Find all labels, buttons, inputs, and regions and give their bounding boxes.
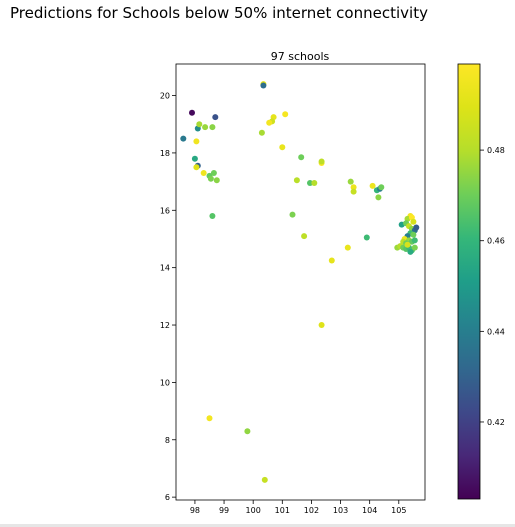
colorbar-tick-label: 0.46: [487, 237, 505, 246]
data-point: [210, 170, 217, 176]
data-point: [189, 109, 195, 116]
data-point: [289, 211, 296, 218]
data-point: [191, 155, 198, 162]
colorbar-tick-label: 0.42: [487, 418, 505, 427]
axes-layer: 98 99 100 101 102 103 104 105 6 8 10 12 14 16 18 20: [160, 92, 407, 515]
x-tick-label: 102: [304, 506, 319, 515]
data-point: [363, 234, 370, 241]
data-point: [266, 119, 273, 126]
x-tick-label: 99: [219, 506, 229, 515]
y-tick-label: 20: [160, 92, 170, 101]
data-point: [207, 175, 214, 182]
data-point: [350, 184, 357, 191]
data-point: [279, 144, 286, 151]
x-tick-label: 98: [190, 506, 200, 515]
figure-suptitle: Predictions for Schools below 50% intern…: [10, 4, 428, 22]
data-point: [413, 224, 420, 231]
data-point: [307, 180, 313, 186]
x-tick-label: 105: [391, 506, 406, 515]
plot-frame: [175, 63, 426, 501]
y-tick-label: 10: [160, 378, 170, 387]
bottom-strip: [0, 524, 515, 527]
data-point: [260, 82, 267, 89]
data-point: [261, 476, 268, 483]
data-point: [282, 111, 289, 118]
chart-title: 97 schools: [271, 50, 330, 63]
data-point: [375, 194, 382, 201]
x-tick-label: 101: [275, 506, 290, 515]
data-point: [410, 218, 417, 225]
x-tick-label: 104: [362, 506, 377, 515]
y-tick-label: 14: [160, 264, 170, 273]
points-layer: [180, 81, 420, 483]
data-point: [311, 180, 318, 186]
data-point: [180, 135, 187, 142]
data-point: [411, 244, 418, 251]
colorbar-tick-label: 0.48: [487, 146, 505, 155]
data-point: [200, 170, 207, 176]
y-tick-label: 16: [160, 206, 170, 215]
data-point: [298, 154, 305, 161]
y-tick-label: 18: [160, 149, 170, 158]
data-point: [193, 138, 200, 145]
data-point: [378, 184, 385, 191]
data-point: [318, 158, 325, 165]
data-point: [350, 188, 357, 195]
data-point: [301, 233, 308, 240]
data-point: [258, 129, 265, 136]
x-tick-label: 103: [333, 506, 348, 515]
x-tick-label: 100: [246, 506, 261, 515]
data-point: [213, 177, 220, 184]
data-point: [410, 231, 417, 238]
data-point: [206, 415, 213, 422]
data-point: [328, 257, 335, 264]
data-point: [344, 244, 351, 251]
data-point: [293, 177, 300, 184]
data-point: [318, 322, 325, 328]
data-point: [209, 213, 216, 219]
y-tick-label: 12: [160, 321, 170, 330]
data-point: [209, 124, 216, 131]
data-point: [244, 428, 251, 435]
data-point: [407, 248, 414, 255]
data-point: [411, 237, 418, 244]
data-point: [212, 114, 219, 121]
data-point: [404, 241, 411, 248]
data-point: [347, 178, 354, 185]
colorbar: [457, 63, 481, 500]
data-point: [196, 121, 203, 128]
colorbar-axis: 0.42 0.44 0.46 0.48: [480, 146, 505, 427]
data-point: [369, 182, 376, 189]
colorbar-tick-label: 0.44: [487, 327, 505, 336]
data-point: [193, 164, 200, 171]
data-point: [202, 124, 209, 131]
y-tick-label: 6: [165, 493, 170, 502]
y-tick-label: 8: [165, 436, 170, 445]
